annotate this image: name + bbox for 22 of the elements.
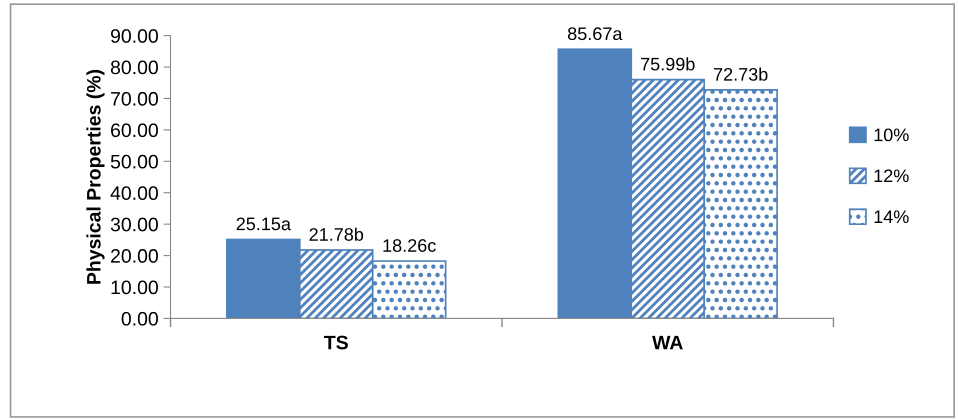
y-tick-label: 80.00	[110, 60, 158, 74]
data-label: 25.15a	[236, 217, 291, 230]
data-label: 75.99b	[641, 57, 695, 71]
legend-label: 12%	[874, 169, 909, 182]
data-label: 18.26c	[383, 239, 436, 252]
y-tick-label: 30.00	[110, 218, 158, 232]
y-tick-label: 60.00	[111, 123, 158, 138]
x-tick-label: TS	[324, 336, 348, 350]
y-tick-label: 40.00	[110, 186, 158, 200]
data-label: 72.73b	[714, 68, 768, 81]
legend-label: 10%	[874, 128, 909, 142]
y-axis-title: Physical Properties (%)	[86, 70, 105, 284]
x-tick-label: WA	[652, 336, 683, 350]
y-tick-label: 50.00	[110, 154, 158, 169]
y-tick-label: 0.00	[122, 312, 158, 326]
y-tick-label: 20.00	[111, 249, 158, 263]
y-tick-label: 70.00	[111, 92, 158, 106]
data-label: 21.78b	[310, 228, 364, 241]
legend-label: 14%	[874, 210, 909, 224]
y-tick-label: 90.00	[110, 29, 158, 43]
data-label: 85.67a	[568, 27, 622, 40]
y-tick-label: 10.00	[112, 280, 158, 294]
